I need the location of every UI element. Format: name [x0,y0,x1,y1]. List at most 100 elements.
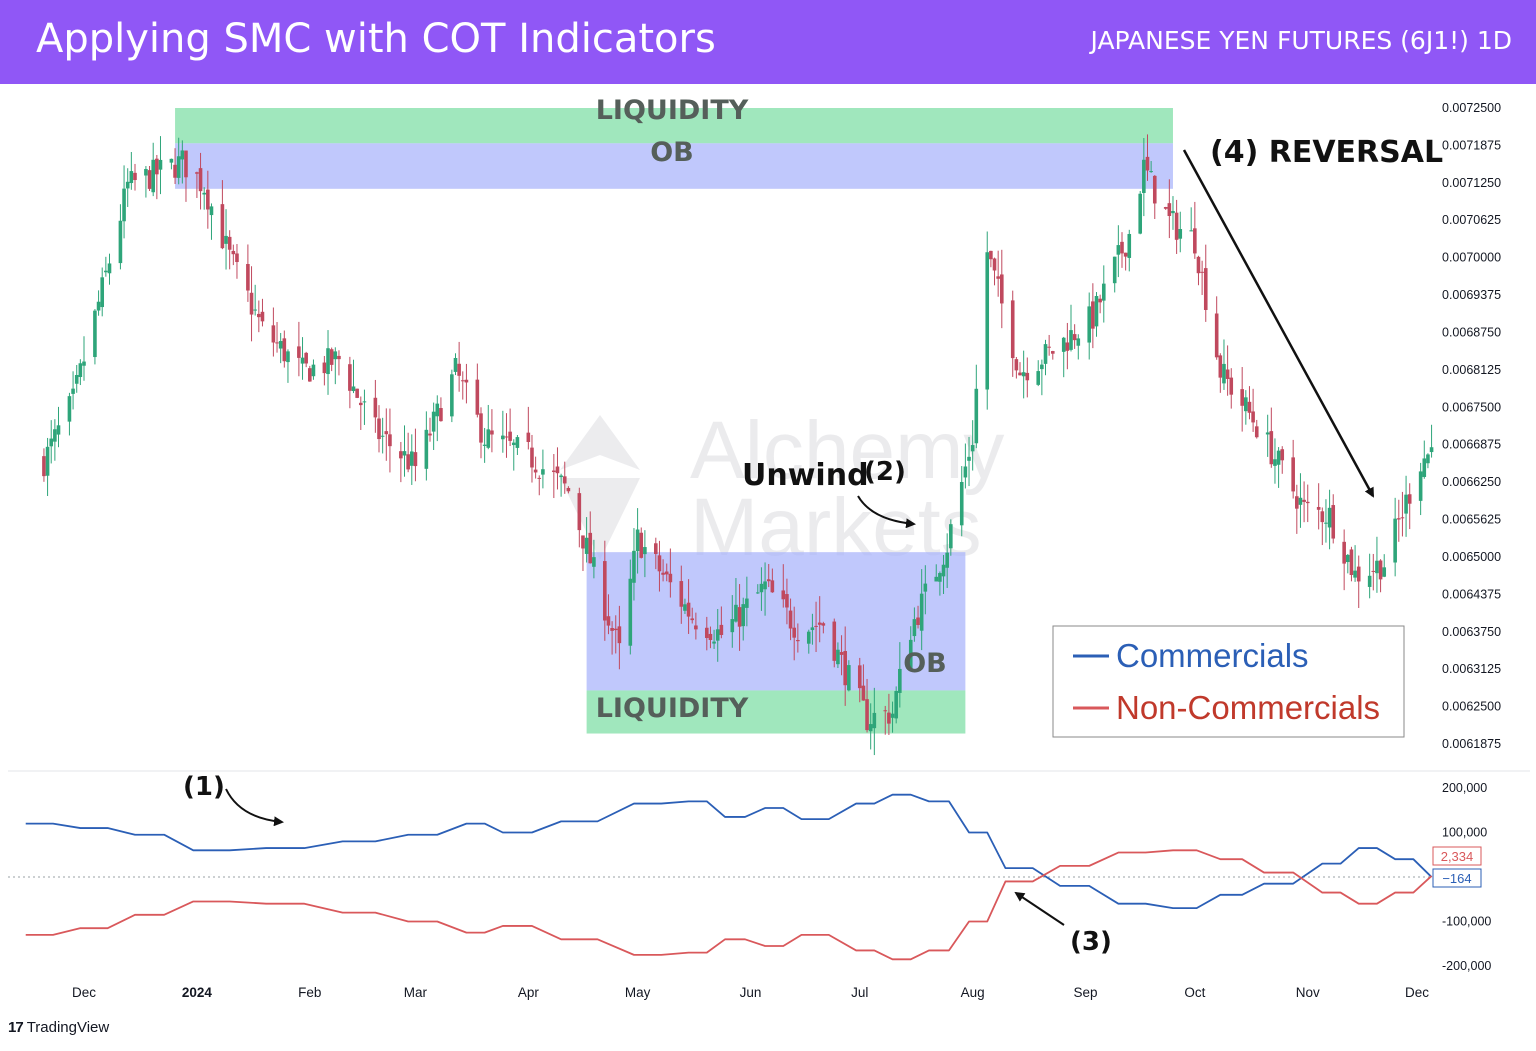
candle [49,420,54,464]
candle [1371,553,1376,591]
cot-annotations: (1) (3) [183,772,1112,957]
candle [1378,559,1383,593]
candle [1291,439,1295,499]
candle [439,397,443,422]
non-commercials-line [25,849,1433,961]
candle [715,608,720,662]
candle [872,687,877,756]
candle [1050,350,1055,360]
candle [304,351,308,368]
candle [541,449,545,489]
candle [1342,529,1346,591]
candle [683,598,687,614]
candle [1025,357,1030,398]
candle [941,555,946,594]
candle [1276,447,1281,488]
tradingview-logo-icon: 17 [8,1019,24,1036]
candle [839,635,844,676]
candle [974,364,979,449]
candle [82,336,86,381]
candle [1193,201,1197,259]
candle [1047,334,1051,356]
candle [282,330,287,368]
candle [246,244,250,302]
candle [249,266,254,342]
candle [1167,179,1172,239]
candle [1229,368,1234,409]
candle [686,579,691,634]
candle [1298,473,1303,528]
legend-box [1052,625,1405,738]
price-tick-label: 0.0063125 [1442,662,1501,676]
candle [275,322,279,353]
candle [763,562,767,616]
candle [741,597,746,641]
watermark-line1: Alchemy [690,405,1004,496]
candle [1422,440,1427,479]
candle [1269,407,1274,468]
candle [286,349,290,383]
candle [1273,438,1277,484]
candle [643,530,647,578]
tradingview-brand: TradingView [26,1019,110,1036]
candle [1251,388,1255,432]
candle [967,436,971,487]
candle [817,596,822,643]
candle [766,564,771,588]
unwind-arrow [857,495,916,529]
candle [1349,546,1354,582]
candle [1327,489,1332,550]
candle [868,703,873,750]
candle [537,475,542,496]
candle [486,404,491,450]
candle [206,170,210,229]
chart-header: Applying SMC with COT Indicators JAPANES… [0,0,1536,84]
candle [1200,260,1204,295]
candle [453,353,458,376]
candle [224,209,228,270]
candle [355,388,359,399]
candle [1346,553,1350,574]
candle [1305,484,1310,523]
candle [373,379,378,433]
candle [45,437,50,496]
commercials-line [25,793,1433,910]
candle [1404,475,1408,537]
candle [792,606,797,661]
candle [1240,367,1244,432]
candle [1061,336,1066,378]
candle [934,564,939,582]
candle [406,432,410,473]
candle [566,486,571,494]
candle [836,642,840,668]
time-tick-label: Dec [72,985,96,1000]
candle [501,410,505,453]
tradingview-logo[interactable]: 17 TradingView [8,1019,109,1036]
candle [530,434,534,483]
candle [1426,453,1430,469]
legend-non-commercials: Non-Commercials [1116,689,1380,726]
unwind-label: Unwind [742,458,869,493]
candle [730,595,735,648]
candle [1418,462,1423,516]
cot-legend: Commercials Non-Commercials [1052,625,1405,738]
cot-tick-label: 100,000 [1442,826,1487,840]
annotation-3: (3) [1070,927,1112,957]
candle [664,563,669,582]
candle [654,537,658,570]
candle [260,298,265,327]
candle [464,363,469,404]
candle [1244,390,1248,425]
candle [559,473,563,497]
candle [526,406,531,450]
candle [402,425,407,477]
candle [384,408,389,461]
candle [1094,292,1099,337]
candle [1112,256,1117,293]
unwind-number: (2) [864,457,906,487]
candle [606,594,611,635]
candle [297,321,301,377]
candle [1356,555,1361,608]
candle [380,417,385,454]
candle [1254,419,1259,439]
